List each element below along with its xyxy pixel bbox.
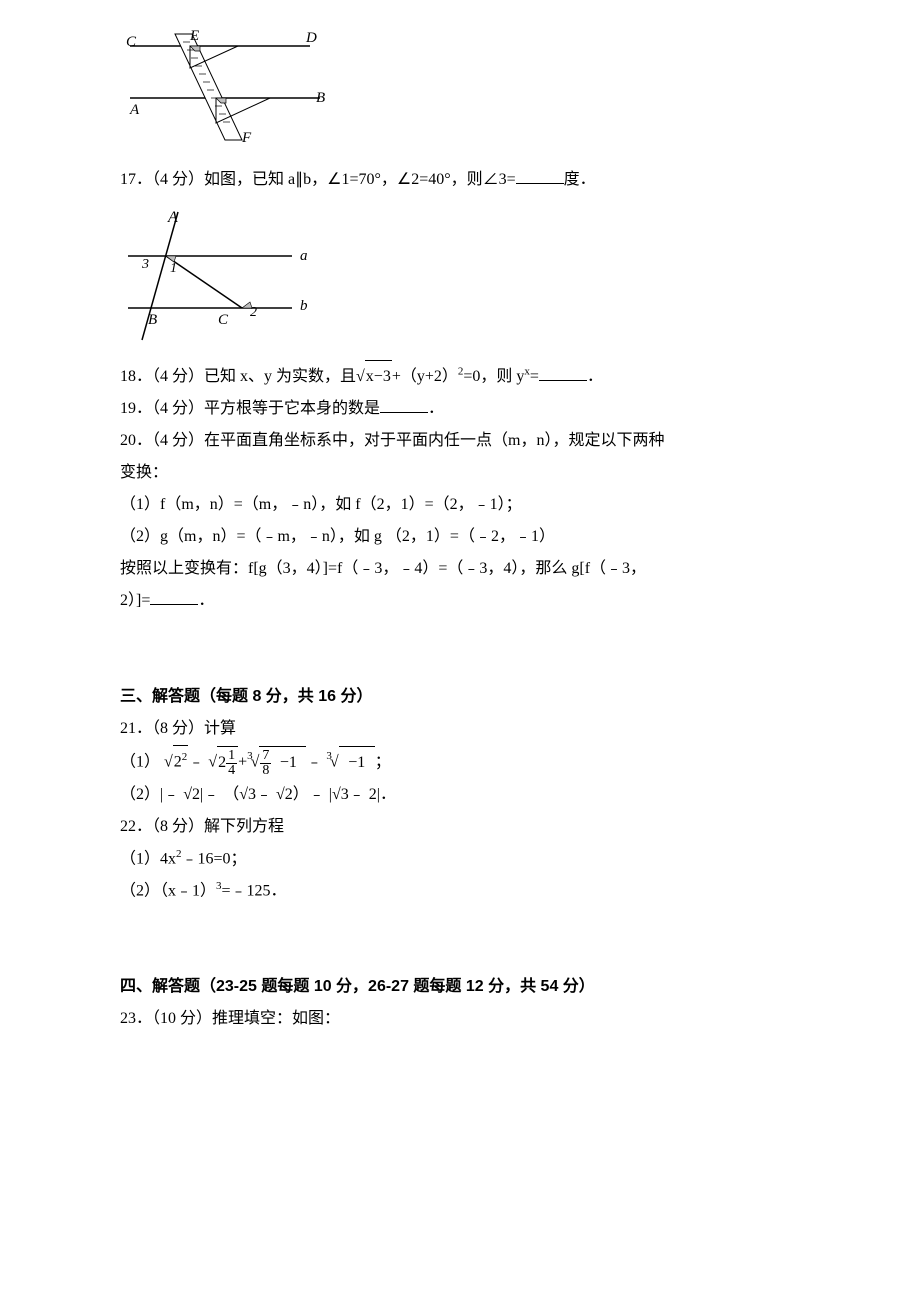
question-20-l3b: 2）]= ．	[120, 585, 800, 617]
q21-m1: −1	[271, 747, 305, 779]
question-21-part1: （1） √22﹣ √214+3√78−1﹣ 3√−1；	[120, 745, 800, 779]
section-3-heading: 三、解答题（每题 8 分，共 16 分）	[120, 681, 800, 713]
q21-sqrt-a: 2	[174, 754, 182, 771]
label-C: C	[126, 34, 137, 50]
question-18: 18．（4 分）已知 x、y 为实数，且√x−3+（y+2）2=0，则 yx=．	[120, 360, 800, 393]
question-17: 17．（4 分）如图，已知 a∥b，∠1=70°，∠2=40°，则∠3= 度．	[120, 164, 800, 196]
label-B17: B	[148, 312, 157, 328]
q21-f2d: 4	[226, 764, 237, 778]
q18-text-b: +（y+2）	[392, 368, 458, 385]
question-20-l1: （1）f（m，n）=（m，﹣n），如 f（2，1）=（2，﹣1）；	[120, 489, 800, 521]
q20-pre: 20．（4 分）在平面直角坐标系中，对于平面内任一点（m，n），规定以下两种	[120, 432, 664, 449]
question-21-part2: （2）|﹣ √2|﹣ （√3﹣ √2）﹣ |√3﹣ 2|．	[120, 779, 800, 811]
label-A17: A	[167, 209, 178, 226]
label-a: a	[300, 248, 308, 264]
label-D: D	[305, 30, 317, 46]
q19-text-a: 19．（4 分）平方根等于它本身的数是	[120, 400, 380, 417]
q20-l3a: 按照以上变换有：f[g（3，4）]=f（﹣3，﹣4）=（﹣3，4），那么 g[f…	[120, 560, 646, 577]
q18-text-a: 18．（4 分）已知 x、y 为实数，且	[120, 368, 356, 385]
question-20-l3a: 按照以上变换有：f[g（3，4）]=f（﹣3，﹣4）=（﹣3，4），那么 g[f…	[120, 553, 800, 585]
question-20-l2: （2）g（m，n）=（﹣m，﹣n），如 g （2，1）=（﹣2，﹣1）	[120, 521, 800, 553]
q20-l3b: 2）]=	[120, 592, 150, 609]
label-C17: C	[218, 312, 229, 328]
q21-f3d: 8	[260, 764, 271, 778]
q19-text-b: ．	[428, 400, 444, 417]
label-2: 2	[250, 305, 257, 320]
label-b: b	[300, 298, 308, 314]
q22-l2a: （2）（x﹣1）	[120, 882, 216, 899]
question-22-l2: （2）（x﹣1）3=﹣125．	[120, 875, 800, 907]
q21-f2n: 1	[226, 749, 237, 764]
label-F: F	[241, 130, 252, 146]
blank-q18	[539, 364, 587, 381]
question-20-line1: 20．（4 分）在平面直角坐标系中，对于平面内任一点（m，n），规定以下两种	[120, 425, 800, 457]
blank-q17	[516, 167, 564, 184]
figure-17: A a b B C 3 1 2	[120, 204, 800, 356]
q22-l1a: （1）4x	[120, 850, 176, 867]
label-A: A	[129, 102, 140, 118]
q20-pre2: 变换：	[120, 464, 168, 481]
q21-two: 2	[218, 754, 226, 771]
label-1: 1	[170, 261, 177, 276]
blank-q20	[150, 588, 198, 605]
q18-sqrt: x−3	[366, 368, 391, 385]
question-22-head: 22．（8 分）解下列方程	[120, 811, 800, 843]
q17-text-a: 17．（4 分）如图，已知 a∥b，∠1=70°，∠2=40°，则∠3=	[120, 171, 516, 188]
question-20-line1b: 变换：	[120, 457, 800, 489]
q21-cbrt1: 3	[247, 750, 253, 762]
label-E: E	[189, 28, 199, 44]
q21-p1-lead: （1）	[120, 754, 160, 771]
q20-l2: （2）g（m，n）=（﹣m，﹣n），如 g （2，1）=（﹣2，﹣1）	[120, 528, 555, 545]
section-4-heading: 四、解答题（23-25 题每题 10 分，26-27 题每题 12 分，共 54…	[120, 971, 800, 1003]
q20-l1: （1）f（m，n）=（m，﹣n），如 f（2，1）=（2，﹣1）；	[120, 496, 522, 513]
q21-neg1: −1	[340, 747, 374, 779]
q22-l1b: ﹣16=0；	[182, 850, 247, 867]
label-3: 3	[141, 257, 149, 272]
q21-semi: ；	[375, 754, 391, 771]
q21-f3n: 7	[260, 749, 271, 764]
question-19: 19．（4 分）平方根等于它本身的数是 ．	[120, 393, 800, 425]
question-23: 23．（10 分）推理填空：如图：	[120, 1003, 800, 1035]
q21-cbrt2: 3	[326, 750, 332, 762]
figure-16: C E D A B F	[120, 28, 800, 160]
question-22-l1: （1）4x2﹣16=0；	[120, 843, 800, 875]
label-B: B	[316, 90, 325, 106]
q21-sup-a: 2	[182, 751, 188, 763]
q20-l3c: ．	[198, 592, 214, 609]
q22-l2b: =﹣125．	[222, 882, 287, 899]
q18-text-d: =	[530, 368, 539, 385]
q17-text-b: 度．	[564, 171, 596, 188]
question-21-head: 21．（8 分）计算	[120, 713, 800, 745]
blank-q19	[380, 396, 428, 413]
q18-text-c: =0，则 y	[463, 368, 524, 385]
